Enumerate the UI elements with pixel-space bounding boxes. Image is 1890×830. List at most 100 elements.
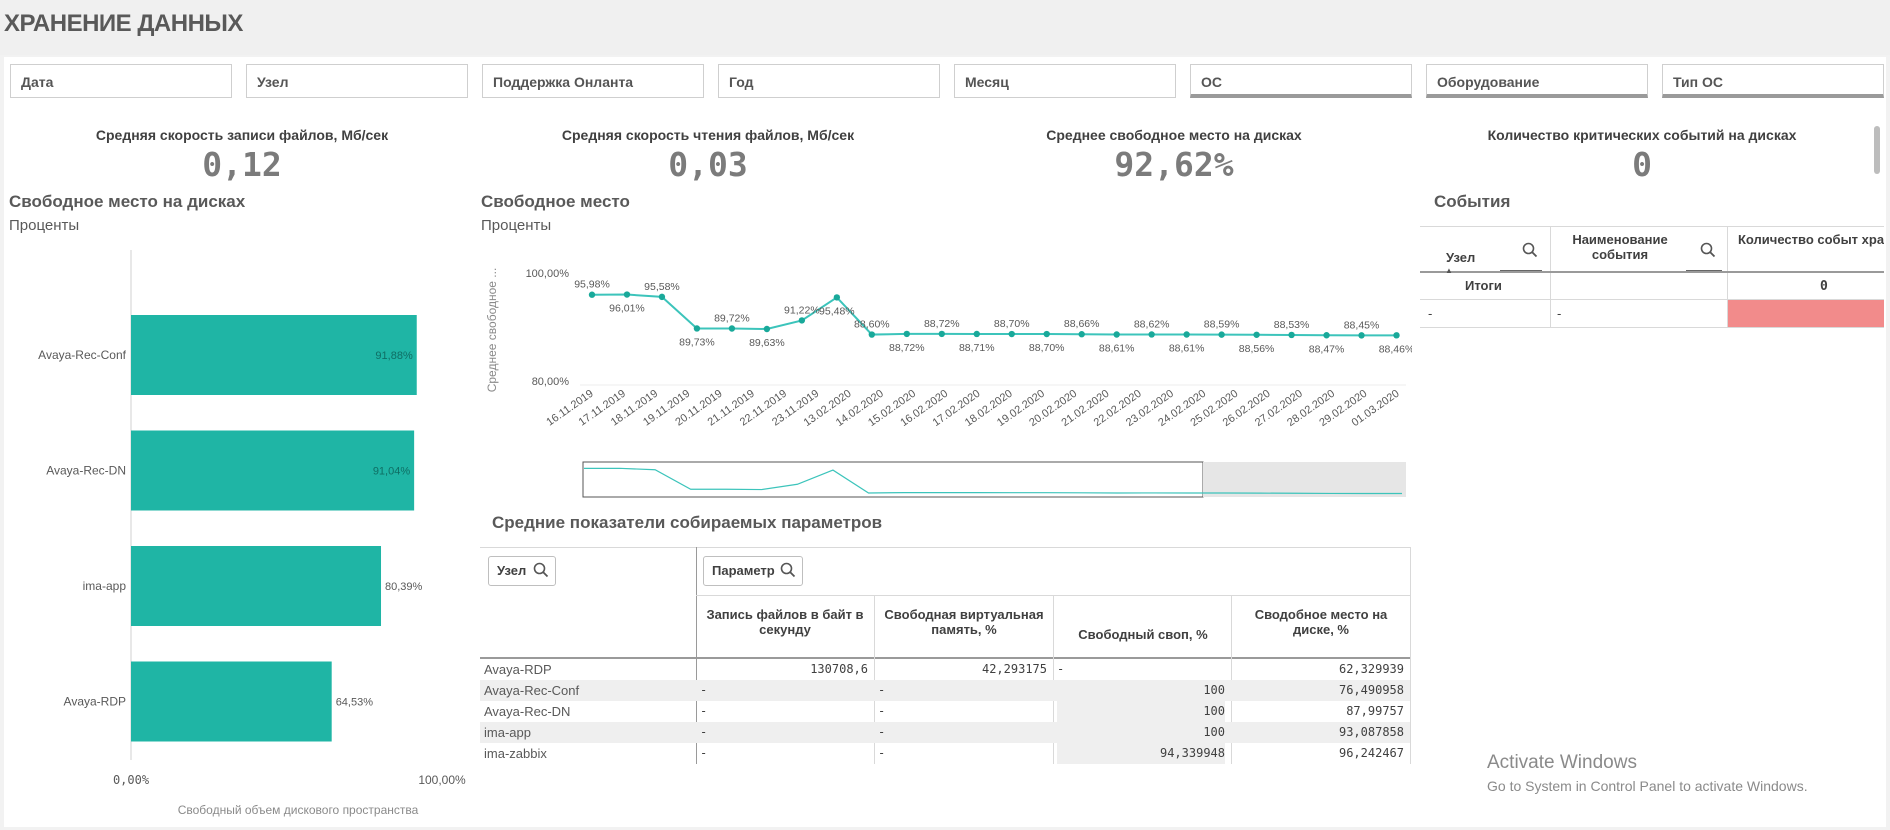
free-chart-subtitle: Проценты	[481, 217, 552, 234]
free-data-point[interactable]	[763, 325, 771, 333]
disk-chart-subtitle: Проценты	[9, 217, 80, 234]
free-data-point[interactable]	[1078, 331, 1085, 338]
free-data-point[interactable]	[1218, 331, 1225, 338]
free-data-point[interactable]	[1358, 332, 1365, 339]
filter-os-type[interactable]: Тип ОС	[1662, 64, 1884, 98]
disk-bar[interactable]	[131, 661, 332, 742]
disk-bar[interactable]	[131, 315, 417, 395]
disk-value-label: 64,53%	[336, 697, 374, 709]
search-icon[interactable]	[1522, 242, 1538, 263]
events-col-count[interactable]: Количество событ хранения	[1738, 232, 1884, 247]
free-data-point[interactable]	[1253, 331, 1260, 338]
free-data-point[interactable]	[623, 291, 631, 298]
events-totals-label: Итоги	[1465, 278, 1502, 293]
free-data-point[interactable]	[728, 325, 736, 332]
free-data-label: 88,66%	[1064, 318, 1100, 330]
kpi-value: 0	[1632, 145, 1652, 184]
table-cell: -	[878, 704, 886, 718]
free-data-point[interactable]	[1148, 331, 1155, 338]
kpi-label: Количество критических событий на дисках	[1487, 127, 1797, 143]
free-data-point[interactable]	[1008, 330, 1015, 338]
filter-year[interactable]: Год	[718, 64, 940, 98]
table-cell: 100	[1057, 722, 1225, 743]
param-search-button[interactable]: Параметр	[703, 556, 803, 586]
col-swap[interactable]: Свободный своп, %	[1078, 627, 1208, 642]
free-data-point[interactable]	[973, 330, 980, 338]
search-icon[interactable]	[1700, 242, 1716, 263]
free-data-label: 88,71%	[959, 342, 995, 354]
free-data-point[interactable]	[938, 330, 945, 338]
free-series-line	[591, 293, 1397, 337]
col-virtual-mem[interactable]: Свободная виртуальная память, %	[884, 607, 1044, 637]
avg-table-title: Средние показатели собираемых параметров	[492, 513, 883, 532]
filter-hardware[interactable]: Оборудование	[1426, 64, 1648, 98]
free-data-point[interactable]	[1323, 332, 1330, 339]
free-space-line-chart: Среднее свободное ... 100,00% 80,00% 95,…	[485, 268, 1412, 498]
filter-support[interactable]: Поддержка Онланта	[482, 64, 704, 98]
free-data-point[interactable]	[693, 325, 701, 332]
col-disk-free[interactable]: Сводобное место на диске, %	[1254, 607, 1388, 637]
events-row-name: -	[1557, 306, 1562, 321]
free-data-point[interactable]	[798, 317, 806, 324]
node-search-button[interactable]: Узел	[488, 556, 556, 586]
events-col-node[interactable]: Узел	[1446, 250, 1476, 265]
free-data-point[interactable]	[868, 331, 876, 338]
disk-bar[interactable]	[131, 546, 382, 626]
free-data-point[interactable]	[1393, 332, 1400, 339]
watermark-line2: Go to System in Control Panel to activat…	[1487, 778, 1808, 794]
events-row-count	[1728, 300, 1884, 327]
table-cell: 96,242467	[1338, 746, 1404, 760]
range-slider-window[interactable]	[582, 461, 1204, 498]
events-row-node: -	[1428, 306, 1433, 321]
events-totals-value: 0	[1820, 279, 1828, 294]
range-slider-track[interactable]	[1203, 462, 1406, 497]
free-data-label: 88,60%	[854, 319, 890, 331]
kpi-label: Среднее свободное место на дисках	[1046, 127, 1302, 143]
kpi-value: 0,12	[202, 145, 282, 184]
col-write-bytes[interactable]: Запись файлов в байт в секунду	[706, 607, 864, 637]
free-data-label: 89,73%	[679, 336, 715, 348]
free-data-point[interactable]	[1288, 331, 1295, 339]
free-data-point[interactable]	[658, 293, 666, 301]
filter-node[interactable]: Узел	[246, 64, 468, 98]
free-data-label: 91,22%	[784, 304, 820, 316]
disk-category-label: Avaya-Rec-Conf	[38, 348, 126, 362]
table-row-name[interactable]: ima-app	[484, 725, 531, 740]
free-data-point[interactable]	[588, 291, 596, 298]
free-data-label: 88,59%	[1204, 319, 1240, 331]
kpi-value: 0,03	[668, 145, 748, 184]
table-row-name[interactable]: Avaya-Rec-Conf	[484, 683, 580, 698]
free-data-label: 88,45%	[1344, 319, 1380, 331]
table-cell: 87,99757	[1346, 704, 1404, 718]
table-row-name[interactable]: ima-zabbix	[484, 746, 547, 761]
table-row-name[interactable]: Avaya-RDP	[484, 662, 552, 677]
kpi-label: Средняя скорость записи файлов, Мб/сек	[95, 127, 389, 143]
table-cell: -	[700, 683, 708, 697]
free-data-label: 88,62%	[1134, 318, 1170, 330]
events-col-name[interactable]: Наименование события	[1572, 232, 1668, 262]
filter-os[interactable]: ОС	[1190, 64, 1412, 98]
table-row-name[interactable]: Avaya-Rec-DN	[484, 704, 571, 719]
search-underline	[1500, 270, 1542, 271]
kpi-critical-events: Количество критических событий на дисках…	[1452, 127, 1832, 184]
free-data-point[interactable]	[1043, 330, 1050, 338]
avg-table: Узел Параметр Запись файлов в байт в сек…	[480, 547, 1411, 764]
table-cell: 100	[1057, 680, 1225, 701]
disk-bar-chart: 0,00% 100,00% Свободный объем дискового …	[38, 250, 466, 817]
free-chart-title: Свободное место	[481, 192, 630, 211]
vertical-scrollbar[interactable]	[1874, 126, 1880, 174]
free-data-point[interactable]	[833, 294, 841, 301]
free-data-point[interactable]	[1113, 331, 1120, 338]
free-data-point[interactable]	[1183, 331, 1190, 338]
sort-up-icon: ▲	[1445, 266, 1453, 275]
watermark-line1: Activate Windows	[1487, 752, 1637, 773]
disk-x-axis-title: Свободный объем дискового пространства	[178, 803, 419, 817]
free-data-label: 89,63%	[749, 337, 785, 349]
free-y-axis-title: Среднее свободное ...	[485, 268, 499, 393]
free-data-point[interactable]	[903, 330, 911, 338]
disk-bar[interactable]	[131, 430, 415, 511]
kpi-value: 92,62%	[1114, 145, 1234, 184]
free-y-top-label: 100,00%	[526, 268, 570, 280]
filter-date[interactable]: Дата	[10, 64, 232, 98]
filter-month[interactable]: Месяц	[954, 64, 1176, 98]
